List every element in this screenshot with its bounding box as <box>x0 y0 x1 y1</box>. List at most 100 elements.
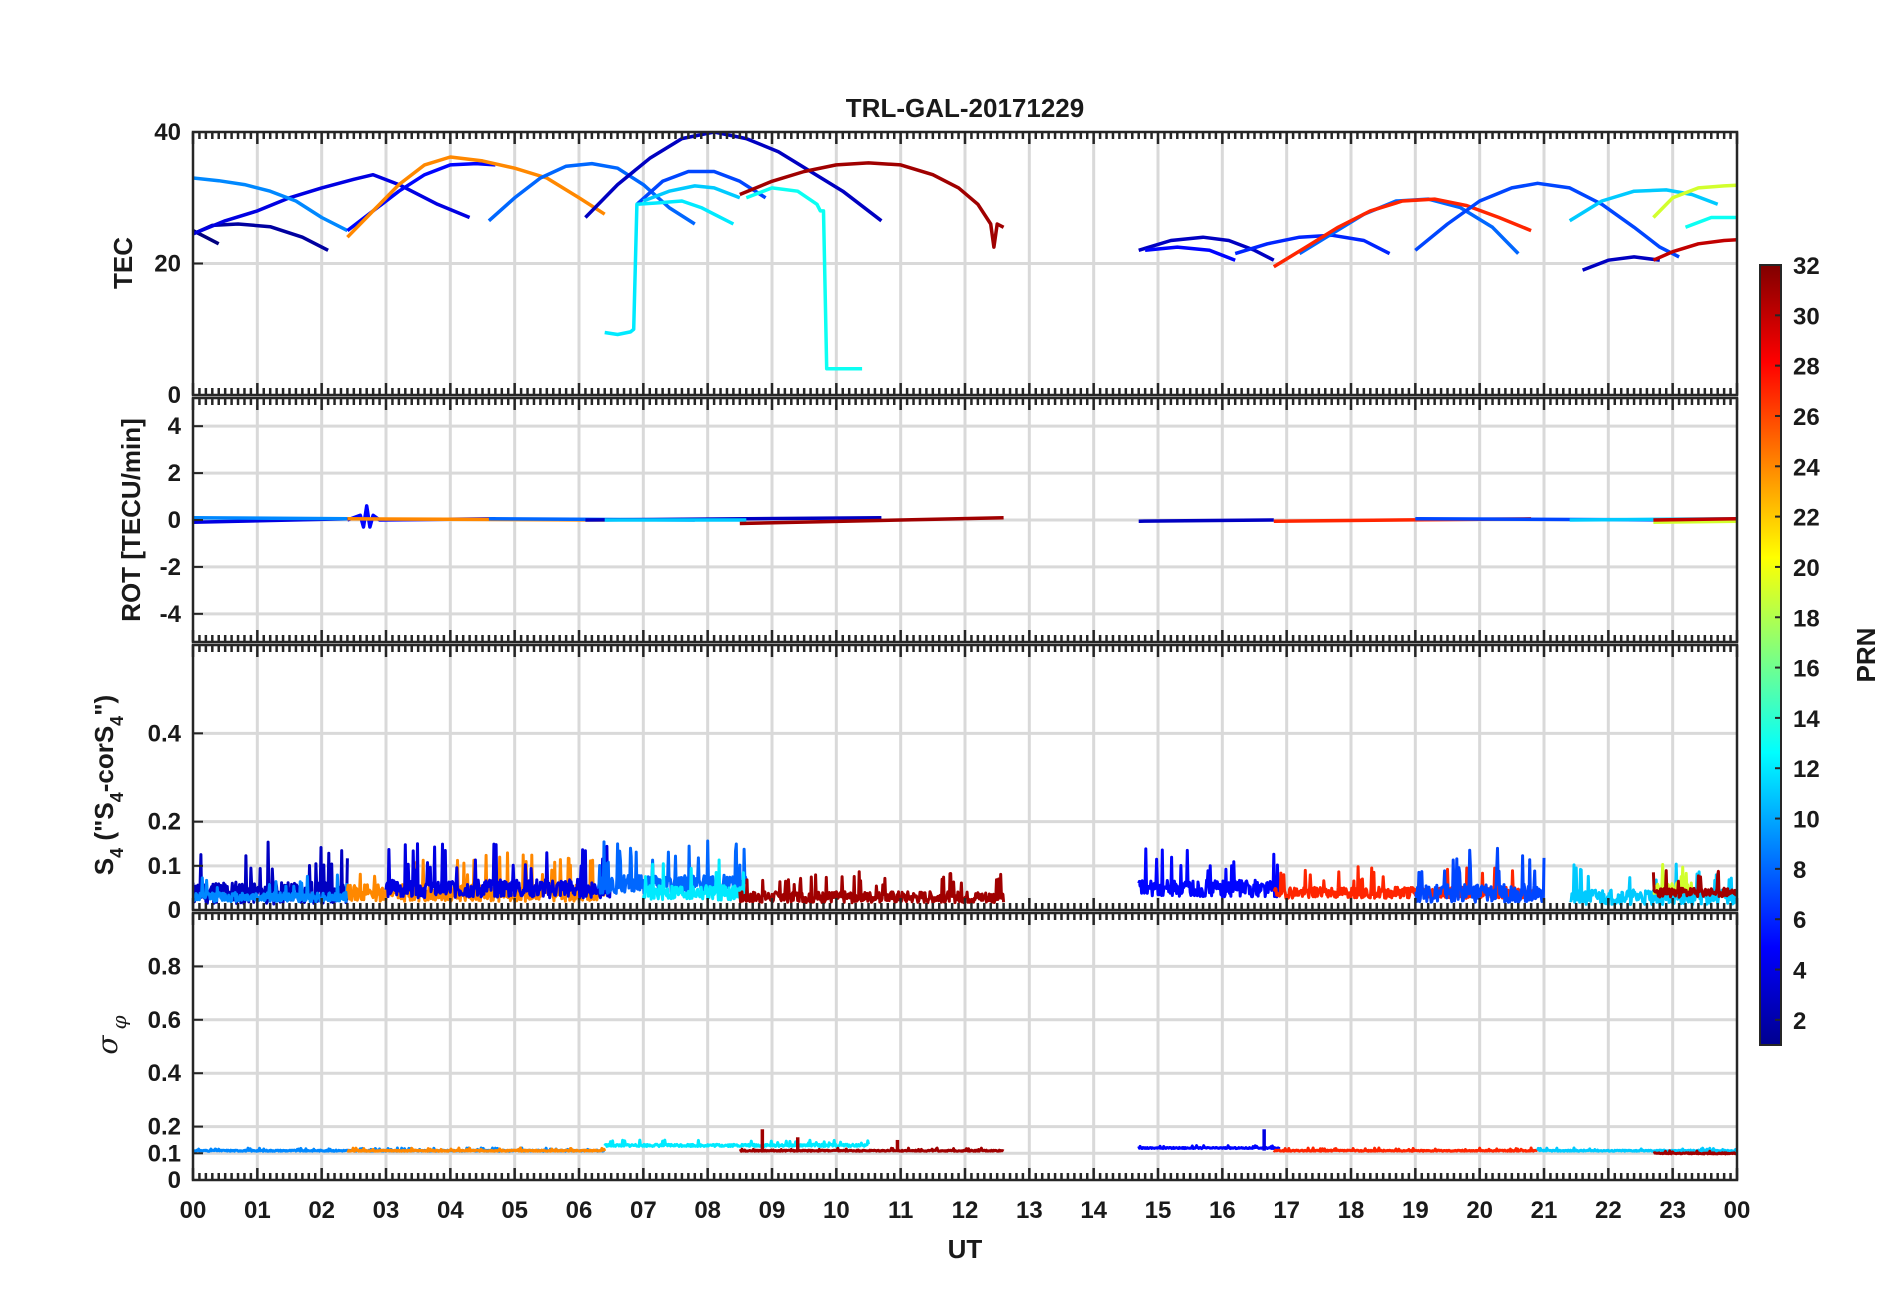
panel-sigma_phi: 00.10.2 0.4 0.6 0.8 <box>148 911 1739 1194</box>
series-line-prn-30 <box>1653 517 1737 522</box>
y-axis-label-rot: ROT [TECU/min] <box>116 418 146 622</box>
grid-s4 <box>193 645 1737 910</box>
series-line-prn-31 <box>739 161 1005 249</box>
noise-trace-prn-27 <box>1272 1146 1539 1153</box>
colorbar-tick-label: 28 <box>1793 354 1820 381</box>
y-tick-label: 0 <box>168 382 181 409</box>
colorbar-gradient <box>1759 264 1782 1046</box>
series-line-prn-8 <box>487 161 696 226</box>
x-tick-label: 10 <box>823 1197 850 1224</box>
colorbar-tick-label: 10 <box>1793 807 1820 834</box>
series-line-prn-5 <box>1144 245 1236 262</box>
y-tick-labels-s4: 0 0.1 0.2 0.4 <box>148 720 203 924</box>
series-line-prn-24 <box>346 155 606 239</box>
series-line-prn-19 <box>1652 183 1737 219</box>
y-tick-label: 0 <box>168 1167 181 1194</box>
x-tick-label: 06 <box>566 1197 593 1224</box>
y-tick-label: 0.2 <box>148 1114 181 1141</box>
x-tick-label: 12 <box>952 1197 979 1224</box>
y-tick-label: 0 <box>168 507 181 534</box>
noise-trace-prn-12 <box>603 1138 870 1148</box>
grid-tec <box>193 132 1737 395</box>
noise-trace-prn-12 <box>641 858 748 902</box>
series-line-prn-8 <box>1298 197 1520 256</box>
x-tick-label: 03 <box>373 1197 400 1224</box>
series-line-prn-3 <box>1138 518 1274 523</box>
x-ticks-sigma_phi <box>191 913 1739 1180</box>
series-line-prn-6 <box>1234 233 1391 256</box>
series-line-prn-3 <box>1138 235 1275 262</box>
x-tick-label: 04 <box>437 1197 464 1224</box>
series-line-prn-2 <box>193 222 329 252</box>
colorbar-tick-label: 32 <box>1793 253 1820 280</box>
y-axis-label-s4: S4 ("S4-corS4") <box>89 695 127 875</box>
colorbar-tick-label: 14 <box>1793 706 1820 733</box>
chart-title: TRL-GAL-20171229 <box>846 93 1084 123</box>
series-line-prn-11 <box>1568 188 1719 223</box>
colorbar-tick-label: 2 <box>1793 1008 1806 1035</box>
x-tick-label: 07 <box>630 1197 657 1224</box>
grid-sigma_phi <box>193 913 1737 1180</box>
y-axis-label-sigma-phi: σφ <box>91 1015 131 1054</box>
x-tick-label: 01 <box>244 1197 271 1224</box>
series-line-prn-30 <box>1652 238 1737 262</box>
y-tick-label: -2 <box>160 554 181 581</box>
y-tick-label: 20 <box>154 251 181 278</box>
colorbar-tick-label: 30 <box>1793 303 1820 330</box>
x-tick-label: 08 <box>694 1197 721 1224</box>
x-tick-label: 13 <box>1016 1197 1043 1224</box>
x-ticks-rot <box>191 398 1739 642</box>
noise-trace-prn-31 <box>1651 869 1737 899</box>
series-line-prn-7 <box>635 169 767 206</box>
x-tick-label: 05 <box>501 1197 528 1224</box>
series-line-prn-19 <box>1653 519 1737 525</box>
noise-trace-prn-7 <box>1414 846 1546 904</box>
series-line-prn-27 <box>1272 197 1532 269</box>
x-tick-label: 23 <box>1659 1197 1686 1224</box>
series-line-prn-31 <box>739 515 1004 526</box>
noise-trace-prn-31 <box>1652 1149 1737 1156</box>
series-line-prn-3 <box>584 132 883 223</box>
series-line-prn-5 <box>346 504 496 529</box>
y-tick-label: 0.8 <box>148 953 181 980</box>
colorbar-tick-label: 22 <box>1793 505 1820 532</box>
series-line-prn-3 <box>1581 255 1661 272</box>
x-tick-label: 16 <box>1209 1197 1236 1224</box>
y-tick-labels-tec: 0 20 40 <box>154 119 203 409</box>
series-rot <box>193 504 1737 529</box>
x-ticks-tec <box>191 132 1739 395</box>
y-tick-label: 40 <box>154 119 181 146</box>
y-tick-label: 0.4 <box>148 1060 182 1087</box>
series-line-prn-9 <box>193 515 348 521</box>
colorbar-tick-label: 26 <box>1793 404 1820 431</box>
y-tick-label: 4 <box>168 413 182 440</box>
x-tick-label: 20 <box>1466 1197 1493 1224</box>
x-tick-label: 11 <box>888 1197 913 1224</box>
y-tick-label: 0.1 <box>148 853 181 880</box>
series-line-prn-13 <box>1684 215 1737 229</box>
colorbar-tick-label: 12 <box>1793 756 1820 783</box>
x-tick-label: 14 <box>1080 1197 1107 1224</box>
colorbar-tick-label: 4 <box>1793 958 1807 985</box>
colorbar-tick-label: 18 <box>1793 605 1820 632</box>
x-tick-label: 02 <box>308 1197 335 1224</box>
x-tick-label: 22 <box>1595 1197 1622 1224</box>
y-tick-labels-sigma_phi: 00.10.2 0.4 0.6 0.8 <box>148 953 203 1194</box>
series-line-prn-12 <box>604 199 735 337</box>
series-line-prn-4 <box>193 172 471 236</box>
noise-trace-prn-11 <box>1536 1146 1737 1153</box>
noise-trace-prn-4 <box>384 842 613 900</box>
colorbar-tick-label: 20 <box>1793 555 1820 582</box>
series-sigma_phi <box>193 1129 1737 1156</box>
y-tick-label: 0.2 <box>148 809 181 836</box>
x-tick-label: 00 <box>1724 1197 1751 1224</box>
noise-trace-prn-31 <box>738 1146 1005 1153</box>
x-tick-labels: 00 01 02 03 04 05 06 07 08 09 10 11 12 13 14 15 16 17 18 19… <box>180 1197 1751 1224</box>
noise-trace-prn-5 <box>1137 1144 1281 1151</box>
x-tick-label: 17 <box>1273 1197 1300 1224</box>
panel-s4: 0 0.1 0.2 0.4 <box>148 643 1739 924</box>
y-tick-label: 0.4 <box>148 720 182 747</box>
